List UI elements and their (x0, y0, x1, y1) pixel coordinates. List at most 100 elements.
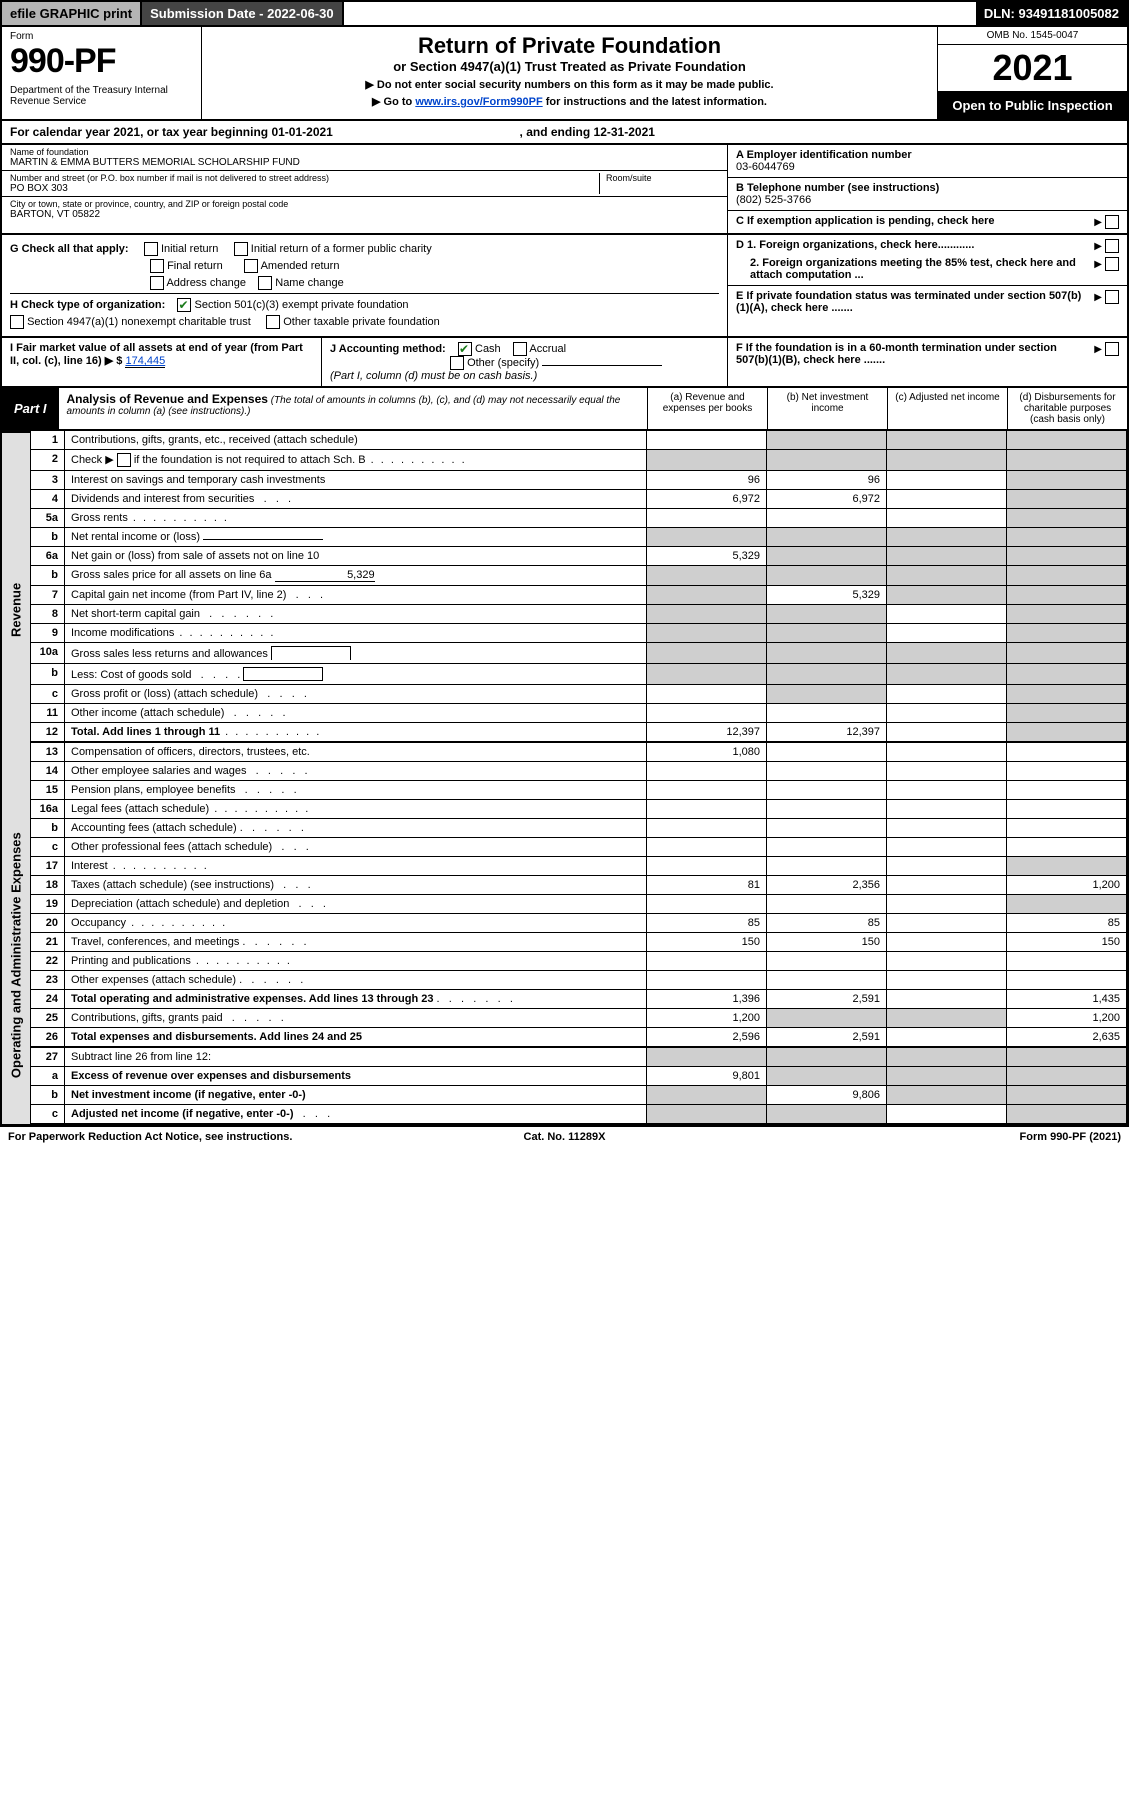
e-checkbox[interactable] (1105, 290, 1119, 304)
r20-label: Occupancy (65, 914, 647, 933)
r7-b: 5,329 (767, 586, 887, 605)
side-expenses: Operating and Administrative Expenses (2, 786, 30, 1124)
table-row: 24Total operating and administrative exp… (31, 990, 1127, 1009)
g-name-cb[interactable] (258, 276, 272, 290)
r27a-a: 9,801 (647, 1067, 767, 1086)
table-row: cOther professional fees (attach schedul… (31, 838, 1127, 857)
table-row: 3Interest on savings and temporary cash … (31, 471, 1127, 490)
r27b-label: Net investment income (if negative, ente… (65, 1086, 647, 1105)
g-row3: Address change Name change (10, 276, 719, 290)
r17-label: Interest (65, 857, 647, 876)
table-row: 14Other employee salaries and wages . . … (31, 762, 1127, 781)
r21-d: 150 (1007, 933, 1127, 952)
h-row: H Check type of organization: Section 50… (10, 293, 719, 312)
j-accrual-cb[interactable] (513, 342, 527, 356)
table-row: 7Capital gain net income (from Part IV, … (31, 586, 1127, 605)
r16c-label: Other professional fees (attach schedule… (65, 838, 647, 857)
h-other-cb[interactable] (266, 315, 280, 329)
table-row: bLess: Cost of goods sold . . . . (31, 664, 1127, 685)
addr-label: Number and street (or P.O. box number if… (10, 173, 599, 183)
table-row: 8Net short-term capital gain . . . . . . (31, 605, 1127, 624)
r26-b: 2,591 (767, 1028, 887, 1048)
c-checkbox[interactable] (1105, 215, 1119, 229)
j-cash-cb[interactable] (458, 342, 472, 356)
table-row: 6aNet gain or (loss) from sale of assets… (31, 547, 1127, 566)
phone-row: B Telephone number (see instructions) (8… (728, 178, 1127, 211)
dln: DLN: 93491181005082 (976, 2, 1127, 25)
r18-label: Taxes (attach schedule) (see instruction… (65, 876, 647, 895)
part1-title: Analysis of Revenue and Expenses (67, 392, 268, 406)
name-label: Name of foundation (10, 147, 719, 157)
r18-a: 81 (647, 876, 767, 895)
d1-checkbox[interactable] (1105, 239, 1119, 253)
r24-a: 1,396 (647, 990, 767, 1009)
addr-value: PO BOX 303 (10, 183, 599, 194)
r6b-label: Gross sales price for all assets on line… (65, 566, 647, 586)
header-right: OMB No. 1545-0047 2021 Open to Public In… (937, 27, 1127, 119)
cal-begin: 01-01-2021 (271, 125, 332, 139)
col-c-head: (c) Adjusted net income (887, 388, 1007, 429)
r10a-label: Gross sales less returns and allowances (65, 643, 647, 664)
g-final-cb[interactable] (150, 259, 164, 273)
cal-end: 12-31-2021 (594, 125, 655, 139)
arrow-icon (1094, 343, 1102, 355)
h-label: H Check type of organization: (10, 299, 165, 311)
form-title: Return of Private Foundation (210, 33, 929, 59)
header-center: Return of Private Foundation or Section … (202, 27, 937, 119)
r14-label: Other employee salaries and wages . . . … (65, 762, 647, 781)
table-row: bAccounting fees (attach schedule) . . .… (31, 819, 1127, 838)
r11-label: Other income (attach schedule) . . . . . (65, 704, 647, 723)
part1-desc: Analysis of Revenue and Expenses (The to… (59, 388, 647, 429)
r1-label: Contributions, gifts, grants, etc., rece… (65, 431, 647, 450)
j-opt-3: Other (specify) (467, 357, 539, 369)
form-number: 990-PF (10, 42, 193, 81)
table-row: 27Subtract line 26 from line 12: (31, 1047, 1127, 1067)
g-amended-cb[interactable] (244, 259, 258, 273)
tax-year: 2021 (938, 45, 1127, 92)
phone-label: B Telephone number (see instructions) (736, 182, 939, 194)
e-row: E If private foundation status was termi… (728, 285, 1127, 318)
j-row: J Accounting method: Cash Accrual Other … (322, 338, 727, 386)
j-other-cb[interactable] (450, 356, 464, 370)
r9-label: Income modifications (65, 624, 647, 643)
form990pf-link[interactable]: www.irs.gov/Form990PF (415, 96, 542, 108)
r5b-label: Net rental income or (loss) (65, 528, 647, 547)
city-value: BARTON, VT 05822 (10, 209, 719, 220)
g-initial-return-cb[interactable] (144, 242, 158, 256)
identity-left: Name of foundation MARTIN & EMMA BUTTERS… (2, 145, 727, 233)
g-initial-former-cb[interactable] (234, 242, 248, 256)
identity-block: Name of foundation MARTIN & EMMA BUTTERS… (0, 145, 1129, 235)
r10c-label: Gross profit or (loss) (attach schedule)… (65, 685, 647, 704)
form-subtitle: or Section 4947(a)(1) Trust Treated as P… (210, 59, 929, 74)
i-row: I Fair market value of all assets at end… (2, 338, 322, 386)
cal-mid: , and ending (520, 125, 594, 139)
table-row: 4Dividends and interest from securities … (31, 490, 1127, 509)
h-4947-cb[interactable] (10, 315, 24, 329)
r26-a: 2,596 (647, 1028, 767, 1048)
calendar-year-row: For calendar year 2021, or tax year begi… (0, 121, 1129, 145)
table-row: 12Total. Add lines 1 through 1112,39712,… (31, 723, 1127, 743)
header-note2: ▶ Go to www.irs.gov/Form990PF for instru… (210, 95, 929, 108)
r27a-label: Excess of revenue over expenses and disb… (65, 1067, 647, 1086)
g-opt-1: Initial return of a former public charit… (251, 243, 432, 255)
r3-b: 96 (767, 471, 887, 490)
f-label: F If the foundation is in a 60-month ter… (736, 342, 1057, 366)
h-501c3-cb[interactable] (177, 298, 191, 312)
r2-checkbox[interactable] (117, 453, 131, 467)
table-row: 1Contributions, gifts, grants, etc., rec… (31, 431, 1127, 450)
r12-a: 12,397 (647, 723, 767, 743)
note2-post: for instructions and the latest informat… (543, 96, 767, 108)
c-label: C If exemption application is pending, c… (736, 215, 995, 227)
part1-tag: Part I (2, 388, 59, 429)
d2-checkbox[interactable] (1105, 257, 1119, 271)
r25-d: 1,200 (1007, 1009, 1127, 1028)
f-checkbox[interactable] (1105, 342, 1119, 356)
e-label: E If private foundation status was termi… (736, 290, 1081, 314)
h-row2: Section 4947(a)(1) nonexempt charitable … (10, 315, 719, 329)
h-opt-1: Section 501(c)(3) exempt private foundat… (195, 299, 409, 311)
g-address-cb[interactable] (150, 276, 164, 290)
h-opt-3: Other taxable private foundation (283, 316, 440, 328)
r25-a: 1,200 (647, 1009, 767, 1028)
g-opt-0: Initial return (161, 243, 218, 255)
dept-label: Department of the Treasury Internal Reve… (10, 85, 193, 107)
